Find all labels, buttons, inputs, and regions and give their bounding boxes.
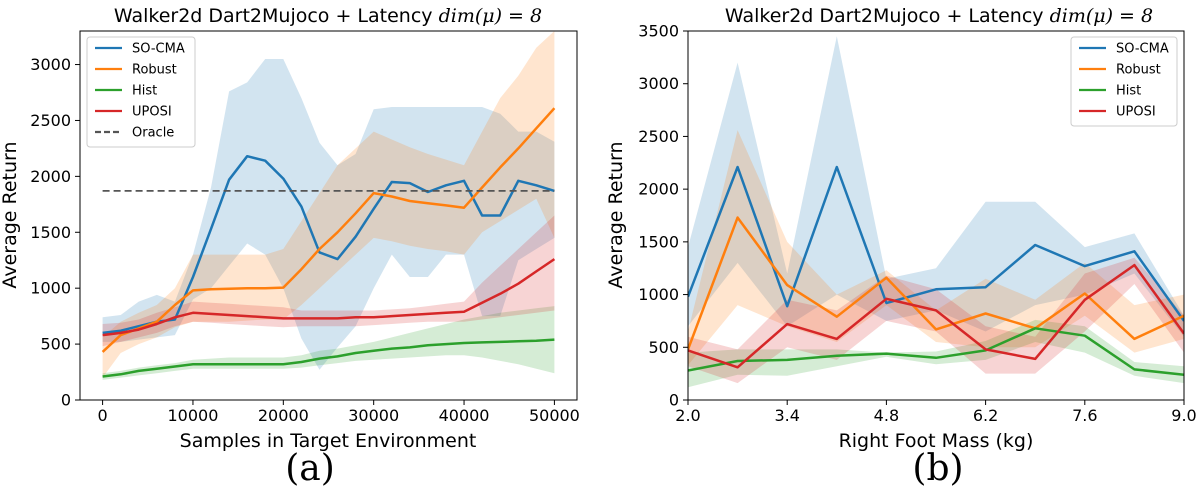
chart-a-legend-label-uposi: UPOSI [132, 105, 172, 120]
chart-a-xlabel: Samples in Target Environment [180, 430, 477, 452]
chart-b-title: Walker2d Dart2Mujoco + Latency dim(μ) = … [725, 5, 1153, 27]
chart-a-band-so-cma [102, 59, 555, 370]
chart-b-bands [688, 36, 1184, 388]
chart-b-legend-box [1070, 36, 1178, 127]
chart-b-xtick-label: 2.0 [675, 406, 700, 425]
chart-a: 0 10000 20000 30000 40000 50000 0 500 1000 1500 20… [0, 5, 580, 489]
chart-a-band-hist [102, 306, 555, 380]
chart-a-legend-label-hist: Hist [132, 84, 157, 99]
chart-a-legend: SO-CMA Robust Hist UPOSI Oracle [86, 36, 196, 148]
chart-a-ticks: 0 10000 20000 30000 40000 50000 0 500 1000 1500 20… [30, 55, 580, 425]
chart-a-line-uposi [102, 258, 556, 337]
chart-b-legend: SO-CMA Robust Hist UPOSI [1070, 36, 1178, 127]
chart-a-ytick-label: 500 [40, 335, 71, 354]
chart-a-legend-label-robust: Robust [132, 63, 177, 78]
chart-a-line-so-cma [102, 154, 555, 335]
chart-a-ytick-label: 1000 [30, 279, 71, 298]
chart-b-ytick-label: 500 [648, 338, 679, 357]
chart-b-ytick-label: 3500 [638, 22, 679, 41]
chart-b-xtick-label: 3.4 [774, 406, 799, 425]
chart-a-legend-label-so-cma: SO-CMA [132, 42, 185, 57]
chart-b-legend-label-hist: Hist [1116, 84, 1141, 99]
chart-b-ylabel: Average Return [605, 141, 627, 288]
chart-b-line-so-cma [688, 165, 1184, 322]
chart-b-ytick-label: 1000 [638, 285, 679, 304]
chart-b-band-robust [688, 130, 1184, 366]
chart-b-xtick-label: 4.8 [874, 406, 899, 425]
chart-b-band-so-cma [688, 36, 1184, 337]
chart-a-ytick-label: 3000 [30, 55, 71, 74]
chart-a-legend-box [86, 36, 196, 148]
chart-b-xtick-label: 9.0 [1171, 406, 1196, 425]
chart-a-legend-label-oracle: Oracle [132, 126, 174, 141]
chart-b-line-robust [688, 216, 1184, 350]
chart-a-ytick-label: 0 [61, 391, 71, 410]
chart-b-frame [687, 30, 1185, 401]
chart-b-ytick-label: 2500 [638, 127, 679, 146]
chart-a-frame [79, 30, 578, 401]
chart-a-sublabel: (a) [285, 448, 335, 489]
chart-b-sublabel: (b) [912, 448, 963, 489]
chart-b-xtick-label: 6.2 [973, 406, 998, 425]
chart-b-ytick-label: 0 [669, 391, 679, 410]
chart-a-ytick-label: 2000 [30, 167, 71, 186]
chart-b-line-hist [688, 327, 1184, 376]
chart-b-ytick-label: 1500 [638, 232, 679, 251]
chart-b-ticks: 2.0 3.4 4.8 6.2 7.6 9.0 0 500 1000 1500 2000 2500 30… [638, 22, 1196, 426]
chart-b: 2.0 3.4 4.8 6.2 7.6 9.0 0 500 1000 1500 2000 2500 30… [605, 5, 1197, 489]
chart-b-xtick-label: 7.6 [1072, 406, 1097, 425]
chart-b-legend-label-robust: Robust [1116, 63, 1161, 78]
chart-b-ytick-label: 2000 [638, 180, 679, 199]
chart-a-xtick-label: 30000 [348, 406, 399, 425]
chart-a-xtick-label: 10000 [168, 406, 219, 425]
chart-a-ytick-label: 2500 [30, 111, 71, 130]
chart-a-xtick-label: 40000 [439, 406, 490, 425]
chart-a-xtick-label: 20000 [258, 406, 309, 425]
chart-b-legend-label-so-cma: SO-CMA [1116, 42, 1169, 57]
chart-a-band-robust [102, 31, 555, 378]
chart-a-title: Walker2d Dart2Mujoco + Latency dim(μ) = … [114, 5, 542, 27]
chart-b-band-hist [688, 319, 1184, 388]
chart-a-lines [101, 107, 556, 378]
chart-b-lines [688, 165, 1184, 376]
chart-a-ytick-label: 1500 [30, 223, 71, 242]
chart-b-line-uposi [688, 263, 1184, 369]
chart-a-ylabel: Average Return [0, 141, 21, 288]
chart-b-xlabel: Right Foot Mass (kg) [839, 430, 1034, 452]
chart-b-ytick-label: 3000 [638, 74, 679, 93]
chart-a-line-hist [102, 338, 555, 378]
chart-a-xtick-label: 0 [97, 406, 107, 425]
chart-a-xtick-label: 50000 [529, 406, 580, 425]
chart-b-band-uposi [688, 257, 1184, 384]
chart-b-legend-label-uposi: UPOSI [1116, 105, 1156, 120]
